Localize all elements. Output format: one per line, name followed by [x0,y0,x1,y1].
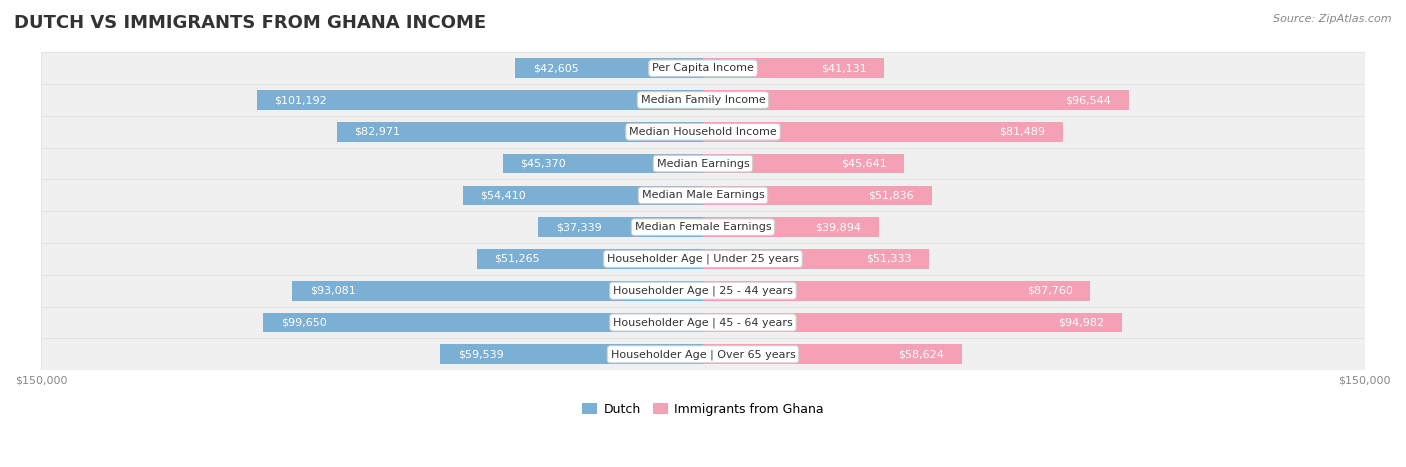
FancyBboxPatch shape [703,217,879,237]
FancyBboxPatch shape [703,249,929,269]
FancyBboxPatch shape [503,154,703,173]
FancyBboxPatch shape [292,281,703,301]
FancyBboxPatch shape [463,185,703,205]
Text: DUTCH VS IMMIGRANTS FROM GHANA INCOME: DUTCH VS IMMIGRANTS FROM GHANA INCOME [14,14,486,32]
Text: $93,081: $93,081 [309,286,356,296]
FancyBboxPatch shape [703,185,932,205]
Text: $81,489: $81,489 [998,127,1045,137]
Text: $87,760: $87,760 [1026,286,1073,296]
Text: Householder Age | 45 - 64 years: Householder Age | 45 - 64 years [613,317,793,328]
FancyBboxPatch shape [515,58,703,78]
FancyBboxPatch shape [41,339,1365,370]
Text: Median Female Earnings: Median Female Earnings [634,222,772,232]
Text: $45,641: $45,641 [841,159,887,169]
FancyBboxPatch shape [440,345,703,364]
FancyBboxPatch shape [703,58,884,78]
Text: $51,265: $51,265 [495,254,540,264]
Text: Median Household Income: Median Household Income [628,127,778,137]
Text: Source: ZipAtlas.com: Source: ZipAtlas.com [1274,14,1392,24]
FancyBboxPatch shape [263,312,703,333]
Text: $96,544: $96,544 [1066,95,1111,105]
FancyBboxPatch shape [703,312,1122,333]
Text: $42,605: $42,605 [533,63,578,73]
Text: $41,131: $41,131 [821,63,868,73]
FancyBboxPatch shape [41,243,1365,275]
FancyBboxPatch shape [703,281,1090,301]
FancyBboxPatch shape [703,90,1129,110]
Text: $101,192: $101,192 [274,95,328,105]
Text: $54,410: $54,410 [481,191,526,200]
Text: $37,339: $37,339 [555,222,602,232]
Text: Median Male Earnings: Median Male Earnings [641,191,765,200]
FancyBboxPatch shape [477,249,703,269]
Text: $59,539: $59,539 [458,349,503,359]
FancyBboxPatch shape [41,52,1365,84]
Text: Householder Age | Under 25 years: Householder Age | Under 25 years [607,254,799,264]
FancyBboxPatch shape [703,154,904,173]
Legend: Dutch, Immigrants from Ghana: Dutch, Immigrants from Ghana [576,398,830,421]
Text: $51,333: $51,333 [866,254,912,264]
Text: Median Earnings: Median Earnings [657,159,749,169]
FancyBboxPatch shape [703,122,1063,142]
FancyBboxPatch shape [703,345,962,364]
Text: Householder Age | Over 65 years: Householder Age | Over 65 years [610,349,796,360]
Text: $99,650: $99,650 [281,318,326,327]
Text: $45,370: $45,370 [520,159,567,169]
FancyBboxPatch shape [41,307,1365,339]
FancyBboxPatch shape [41,84,1365,116]
Text: $39,894: $39,894 [815,222,862,232]
Text: Per Capita Income: Per Capita Income [652,63,754,73]
FancyBboxPatch shape [41,275,1365,307]
Text: $82,971: $82,971 [354,127,401,137]
Text: $58,624: $58,624 [898,349,943,359]
Text: Median Family Income: Median Family Income [641,95,765,105]
FancyBboxPatch shape [256,90,703,110]
FancyBboxPatch shape [41,148,1365,179]
FancyBboxPatch shape [538,217,703,237]
Text: $94,982: $94,982 [1059,318,1104,327]
Text: $51,836: $51,836 [869,191,914,200]
FancyBboxPatch shape [337,122,703,142]
FancyBboxPatch shape [41,211,1365,243]
FancyBboxPatch shape [41,179,1365,211]
FancyBboxPatch shape [41,116,1365,148]
Text: Householder Age | 25 - 44 years: Householder Age | 25 - 44 years [613,285,793,296]
